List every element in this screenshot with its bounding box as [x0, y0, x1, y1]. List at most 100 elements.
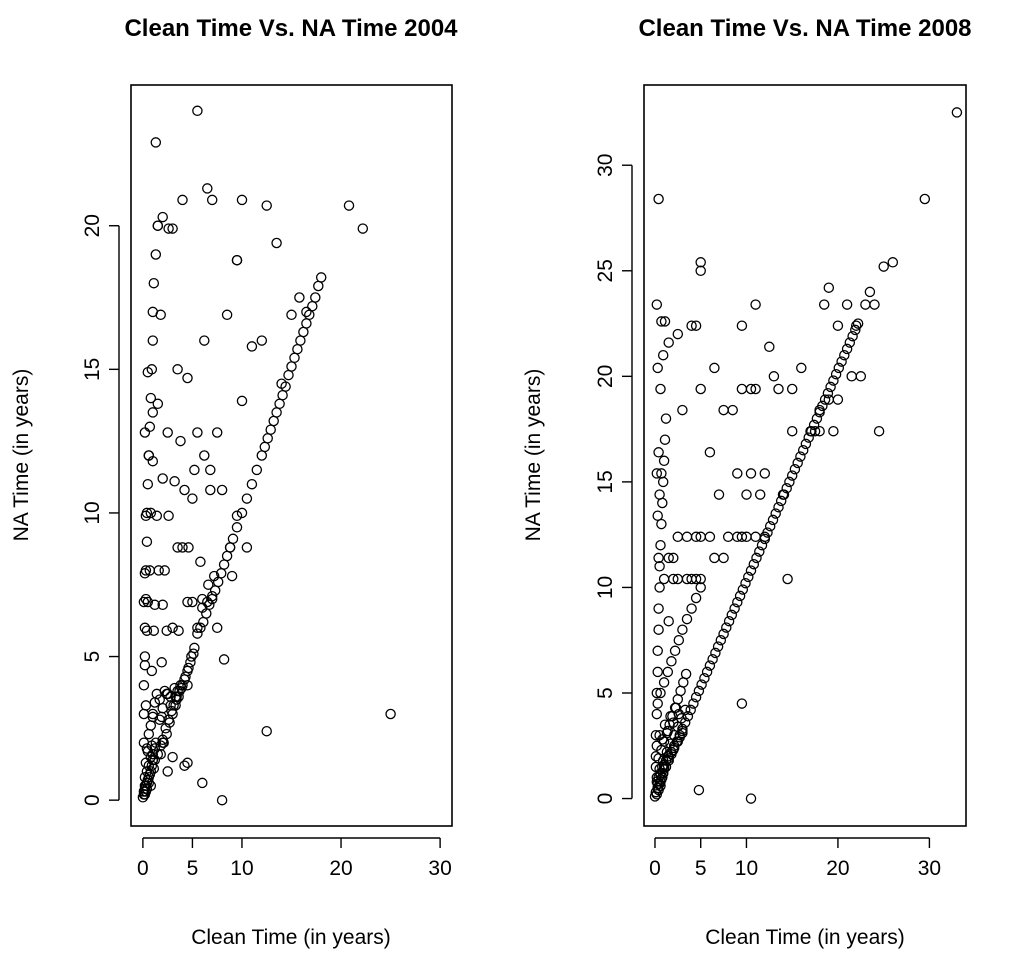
data-point — [754, 489, 766, 500]
data-point — [151, 688, 163, 700]
data-point — [261, 725, 272, 737]
data-point — [653, 624, 664, 635]
data-point — [745, 793, 757, 804]
data-point — [162, 427, 173, 438]
data-point — [951, 107, 963, 118]
data-point — [221, 550, 233, 562]
data-point — [686, 603, 697, 614]
data-point — [656, 518, 667, 530]
data-point — [652, 698, 663, 709]
data-point — [704, 660, 716, 671]
data-point — [658, 455, 670, 467]
data-point — [686, 320, 697, 331]
x-tick-label: 5 — [187, 857, 199, 880]
data-point — [205, 464, 216, 476]
data-point — [654, 489, 665, 500]
data-point — [712, 641, 724, 652]
panel-2008: Clean Time Vs. NA Time 2008 0 5 10 20 30 0 5 10 1… — [522, 15, 972, 949]
data-point — [141, 536, 153, 547]
data-point — [147, 708, 159, 720]
data-point — [729, 603, 740, 614]
data-point — [656, 316, 667, 327]
data-point — [307, 300, 318, 312]
data-point — [814, 425, 825, 437]
data-point — [701, 666, 713, 678]
data-point — [841, 299, 853, 310]
data-point — [289, 352, 300, 364]
y-tick-label: 30 — [594, 154, 617, 177]
data-point — [663, 615, 674, 627]
data-point — [836, 356, 847, 367]
data-point — [357, 223, 369, 234]
data-point — [773, 383, 784, 395]
x-tick-label: 30 — [428, 857, 451, 880]
data-point — [657, 755, 669, 766]
data-point — [231, 510, 243, 522]
data-point — [679, 704, 691, 716]
data-point — [256, 450, 268, 461]
data-point — [652, 362, 663, 374]
data-point — [165, 700, 176, 711]
data-point — [696, 679, 707, 690]
data-point — [808, 419, 820, 431]
y-tick-label: 20 — [594, 365, 617, 388]
data-point — [722, 531, 734, 543]
data-point — [681, 613, 693, 625]
data-point — [211, 622, 223, 634]
data-point — [149, 743, 161, 754]
data-point — [751, 552, 762, 564]
data-point — [256, 335, 268, 346]
data-point — [832, 394, 844, 405]
data-point — [860, 299, 871, 310]
data-point — [658, 677, 670, 688]
data-point — [668, 573, 679, 585]
data-point — [919, 193, 931, 205]
data-point — [656, 468, 667, 479]
data-point — [786, 470, 798, 481]
data-point — [767, 514, 779, 526]
data-point — [157, 211, 168, 223]
data-point — [653, 447, 664, 458]
data-point — [157, 599, 168, 611]
data-point — [172, 542, 183, 553]
data-point — [803, 432, 814, 443]
y-tick-label: 5 — [81, 651, 104, 663]
data-point — [754, 546, 765, 557]
data-point — [221, 309, 233, 321]
data-point — [709, 362, 720, 374]
data-point — [665, 738, 676, 749]
data-point — [651, 299, 663, 310]
data-point — [189, 464, 200, 476]
data-point — [172, 364, 183, 375]
data-point — [192, 427, 203, 438]
data-point — [145, 392, 157, 404]
y-axis-label: NA Time (in years) — [522, 369, 545, 542]
data-point — [672, 531, 684, 543]
data-point — [147, 335, 159, 346]
data-point — [825, 381, 836, 393]
data-point — [654, 561, 665, 572]
data-point — [777, 489, 789, 500]
data-point — [271, 407, 282, 418]
data-point — [141, 743, 153, 754]
data-point — [301, 306, 312, 318]
data-point — [218, 559, 230, 570]
data-point — [727, 404, 738, 416]
data-point — [192, 622, 203, 634]
data-point — [734, 590, 746, 602]
data-point — [770, 508, 781, 519]
y-tick-label: 10 — [81, 501, 104, 524]
x-tick-label: 20 — [826, 857, 849, 880]
data-point — [869, 299, 880, 310]
data-point — [138, 708, 150, 720]
scatter-points — [649, 107, 963, 804]
data-point — [672, 328, 684, 340]
data-point — [693, 784, 705, 796]
data-point — [690, 531, 702, 543]
data-point — [144, 769, 156, 780]
data-point — [183, 542, 194, 553]
data-point — [271, 237, 282, 249]
data-point — [690, 320, 702, 331]
data-point — [718, 404, 729, 416]
